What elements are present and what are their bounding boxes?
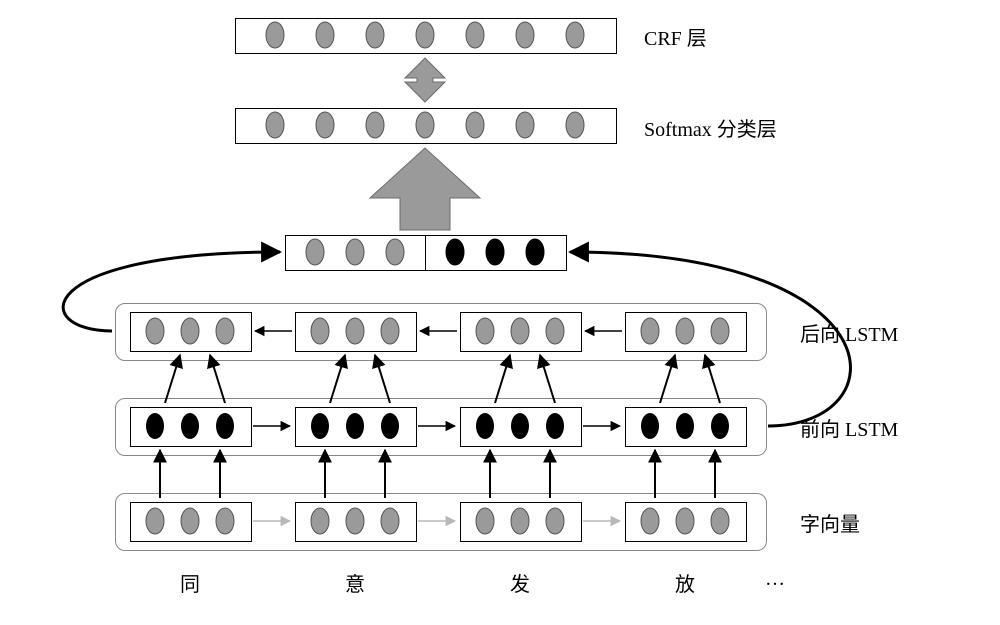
- fw-cell-0: [130, 407, 252, 447]
- softmax-label: Softmax 分类层: [644, 113, 777, 142]
- cv-cell-1: [295, 502, 417, 542]
- char-3: 放: [675, 568, 695, 597]
- concat-layer-right: [425, 235, 567, 271]
- crf-label: CRF 层: [644, 22, 707, 51]
- char-1: 意: [345, 568, 365, 597]
- char-2: 发: [510, 568, 530, 597]
- charvec-label: 字向量: [800, 508, 860, 537]
- bidir-arrow-crf-softmax: [405, 58, 445, 102]
- crf-layer: [235, 18, 617, 54]
- concat-layer-left: [285, 235, 427, 271]
- softmax-layer: [235, 108, 617, 144]
- bw-cell-3: [625, 312, 747, 352]
- cv-cell-0: [130, 502, 252, 542]
- bw-cell-1: [295, 312, 417, 352]
- big-up-arrow: [370, 148, 480, 230]
- fw-cell-2: [460, 407, 582, 447]
- char-0: 同: [180, 568, 200, 597]
- backward-lstm-label: 后向 LSTM: [800, 318, 898, 347]
- fw-cell-3: [625, 407, 747, 447]
- char-4: …: [765, 568, 785, 591]
- forward-lstm-label: 前向 LSTM: [800, 413, 898, 442]
- cv-cell-3: [625, 502, 747, 542]
- bw-cell-0: [130, 312, 252, 352]
- fw-cell-1: [295, 407, 417, 447]
- cv-cell-2: [460, 502, 582, 542]
- bw-cell-2: [460, 312, 582, 352]
